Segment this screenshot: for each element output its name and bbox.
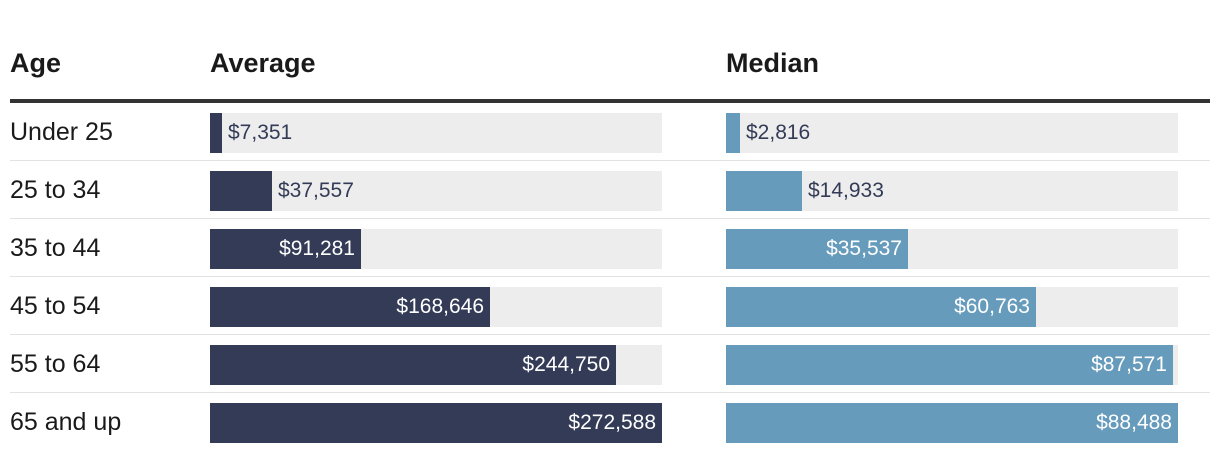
age-label: 35 to 44 [10,234,101,262]
age-label: 25 to 34 [10,176,101,204]
median-column-header: Median [726,48,820,78]
average-bar [210,403,662,443]
average-bar [210,345,616,385]
age-label: Under 25 [10,118,113,146]
age-label: 65 and up [10,408,122,436]
median-value-label: $60,763 [954,295,1030,318]
table-row: 45 to 54 $168,646 $60,763 [10,277,1210,335]
table-row: Under 25 $7,351 $2,816 [10,103,1210,161]
average-column-header: Average [210,48,316,78]
median-bar [726,287,1036,327]
average-value-label: $244,750 [522,353,610,376]
median-track: $88,488 [726,403,1178,443]
age-label: 45 to 54 [10,292,101,320]
average-value-label: $7,351 [228,121,293,144]
table-row: 65 and up $272,588 $88,488 [10,393,1210,451]
row-divider [10,392,1210,393]
age-column-header: Age [10,48,62,78]
average-track: $272,588 [210,403,662,443]
median-value-label: $35,537 [826,237,902,260]
median-value-label: $2,816 [746,121,811,144]
header-rule [10,99,1210,103]
median-bar [726,171,802,211]
average-track: $91,281 [210,229,662,269]
row-divider [10,160,1210,161]
median-track: $87,571 [726,345,1178,385]
average-bar [210,229,361,269]
row-divider [10,218,1210,219]
table-row: 25 to 34 $37,557 $14,933 [10,161,1210,219]
age-label: 55 to 64 [10,350,101,378]
median-value-label: $88,488 [1096,411,1172,434]
median-bar [726,113,740,153]
average-track: $168,646 [210,287,662,327]
median-track: $2,816 [726,113,1178,153]
average-value-label: $91,281 [279,237,355,260]
average-track: $37,557 [210,171,662,211]
median-value-label: $87,571 [1091,353,1167,376]
average-value-label: $272,588 [568,411,656,434]
median-bar [726,345,1173,385]
average-bar [210,171,272,211]
median-track: $14,933 [726,171,1178,211]
row-divider [10,276,1210,277]
average-value-label: $168,646 [396,295,484,318]
median-value-label: $14,933 [808,179,884,202]
average-track: $244,750 [210,345,662,385]
row-divider [10,334,1210,335]
median-bar [726,403,1178,443]
median-track: $35,537 [726,229,1178,269]
average-bar [210,287,490,327]
average-bar [210,113,222,153]
median-track: $60,763 [726,287,1178,327]
table-row: 35 to 44 $91,281 $35,537 [10,219,1210,277]
median-bar [726,229,908,269]
average-track: $7,351 [210,113,662,153]
average-value-label: $37,557 [278,179,354,202]
table-row: 55 to 64 $244,750 $87,571 [10,335,1210,393]
